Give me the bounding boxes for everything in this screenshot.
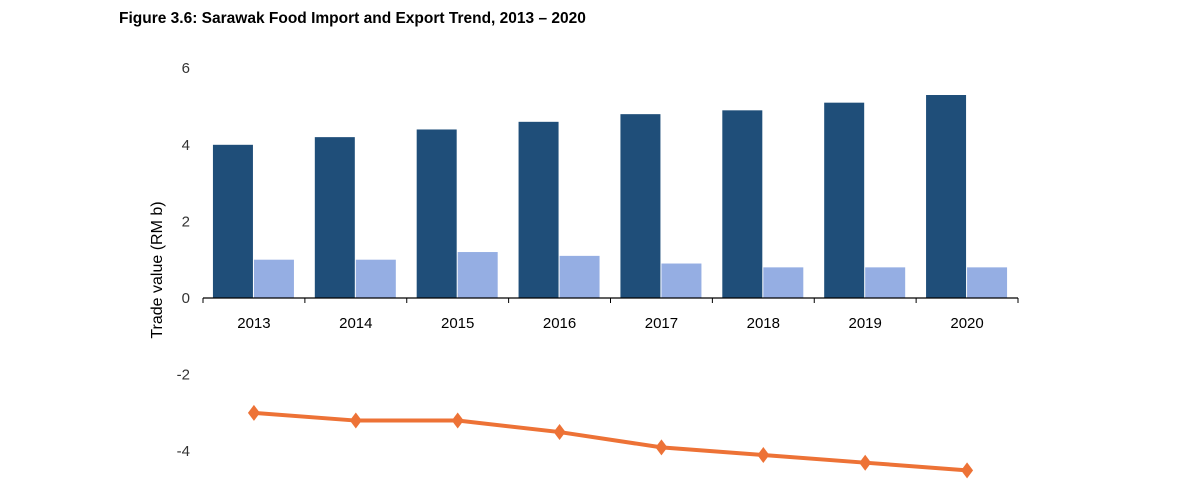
x-tick-label: 2020 [950,315,983,332]
bar [967,267,1008,298]
y-tick-label: 6 [182,60,190,77]
bar [763,267,804,298]
x-tick-label: 2019 [849,315,882,332]
y-tick-label: -2 [177,367,190,384]
line-marker [655,439,668,456]
bar [355,259,396,298]
bar [926,95,967,298]
y-tick-label: 0 [182,290,190,307]
line-marker [553,424,566,441]
chart-title: Figure 3.6: Sarawak Food Import and Expo… [119,10,586,27]
line-marker [349,412,362,429]
bar [559,255,600,298]
bar [212,144,253,298]
x-tick-label: 2016 [543,315,576,332]
bar [824,102,865,298]
bar [314,137,355,298]
bar [661,263,702,298]
bar [865,267,906,298]
line-marker [961,462,974,479]
x-tick-label: 2018 [747,315,780,332]
x-tick-label: 2017 [645,315,678,332]
x-tick-label: 2015 [441,315,474,332]
line-series [253,410,968,473]
x-tick-label: 2014 [339,315,372,332]
y-tick-label: 2 [182,213,190,230]
bar [253,259,294,298]
line-marker [247,404,260,421]
line-marker [859,454,872,471]
bar [620,114,661,298]
y-axis-label: Trade value (RM b) [149,201,166,338]
bar [416,129,457,298]
bar [722,110,763,298]
y-tick-label: -4 [177,443,190,460]
bar [518,121,559,298]
line-marker [757,447,770,464]
bar [457,252,498,298]
x-tick-label: 2013 [237,315,270,332]
y-tick-label: 4 [182,137,190,154]
line-marker [451,412,464,429]
